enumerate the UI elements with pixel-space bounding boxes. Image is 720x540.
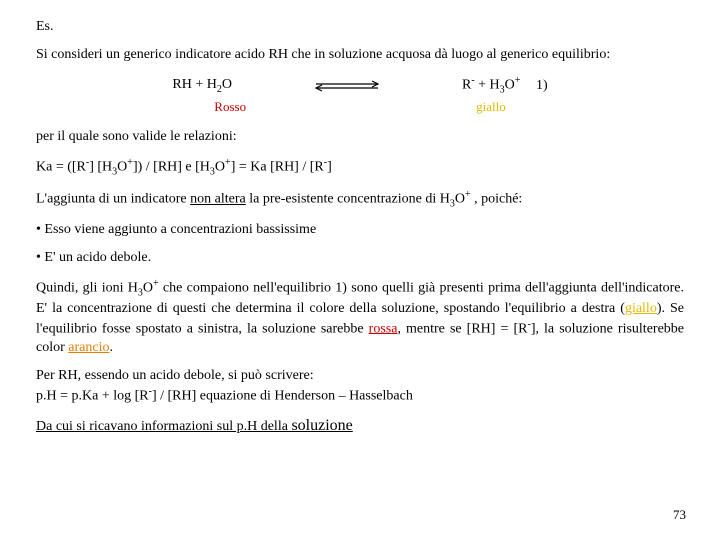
- giallo-word: giallo: [625, 301, 657, 316]
- label-giallo: giallo: [476, 99, 506, 116]
- header: Es.: [36, 18, 684, 36]
- eq-r-sup2: +: [515, 75, 521, 86]
- eq-r-o: O: [505, 78, 515, 93]
- relations-intro: per il quale sono valide le relazioni:: [36, 128, 684, 146]
- henderson-paragraph: Per RH, essendo un acido debole, si può …: [36, 367, 684, 406]
- ka-equation: Ka = ([R-] [H3O+]) / [RH] e [H3O+] = Ka …: [36, 156, 684, 178]
- eq-r-mid: + H: [475, 78, 500, 93]
- intro-text: Si consideri un generico indicatore acid…: [36, 46, 684, 64]
- non-altera: L'aggiunta di un indicatore non altera l…: [36, 188, 684, 210]
- bullet-1: • Esso viene aggiunto a concentrazioni b…: [36, 221, 684, 239]
- arancio-word: arancio: [68, 340, 109, 355]
- color-labels: Rosso giallo: [36, 99, 684, 116]
- label-rosso: Rosso: [214, 99, 246, 116]
- eq-left-post: O: [222, 77, 232, 92]
- eq-left-pre: RH + H: [172, 77, 216, 92]
- non-altera-ul: non altera: [190, 192, 246, 207]
- rossa-word: rossa: [369, 321, 398, 336]
- eq-r-pre: R: [462, 78, 471, 93]
- page-number: 73: [673, 507, 686, 524]
- eq-right: R- + H3O+ 1): [462, 74, 548, 96]
- final-line: Da cui si ricavano informazioni sul p.H …: [36, 416, 684, 437]
- eq-number: 1): [536, 78, 548, 93]
- equilibrium-arrow-icon: [312, 79, 382, 93]
- bullet-2: • E' un acido debole.: [36, 249, 684, 267]
- eq-left: RH + H2O: [172, 76, 232, 96]
- equilibrium-equation: RH + H2O R- + H3O+ 1): [36, 74, 684, 96]
- quindi-paragraph: Quindi, gli ioni H3O+ che compaiono nell…: [36, 277, 684, 357]
- final-soluzione: soluzione: [291, 417, 352, 434]
